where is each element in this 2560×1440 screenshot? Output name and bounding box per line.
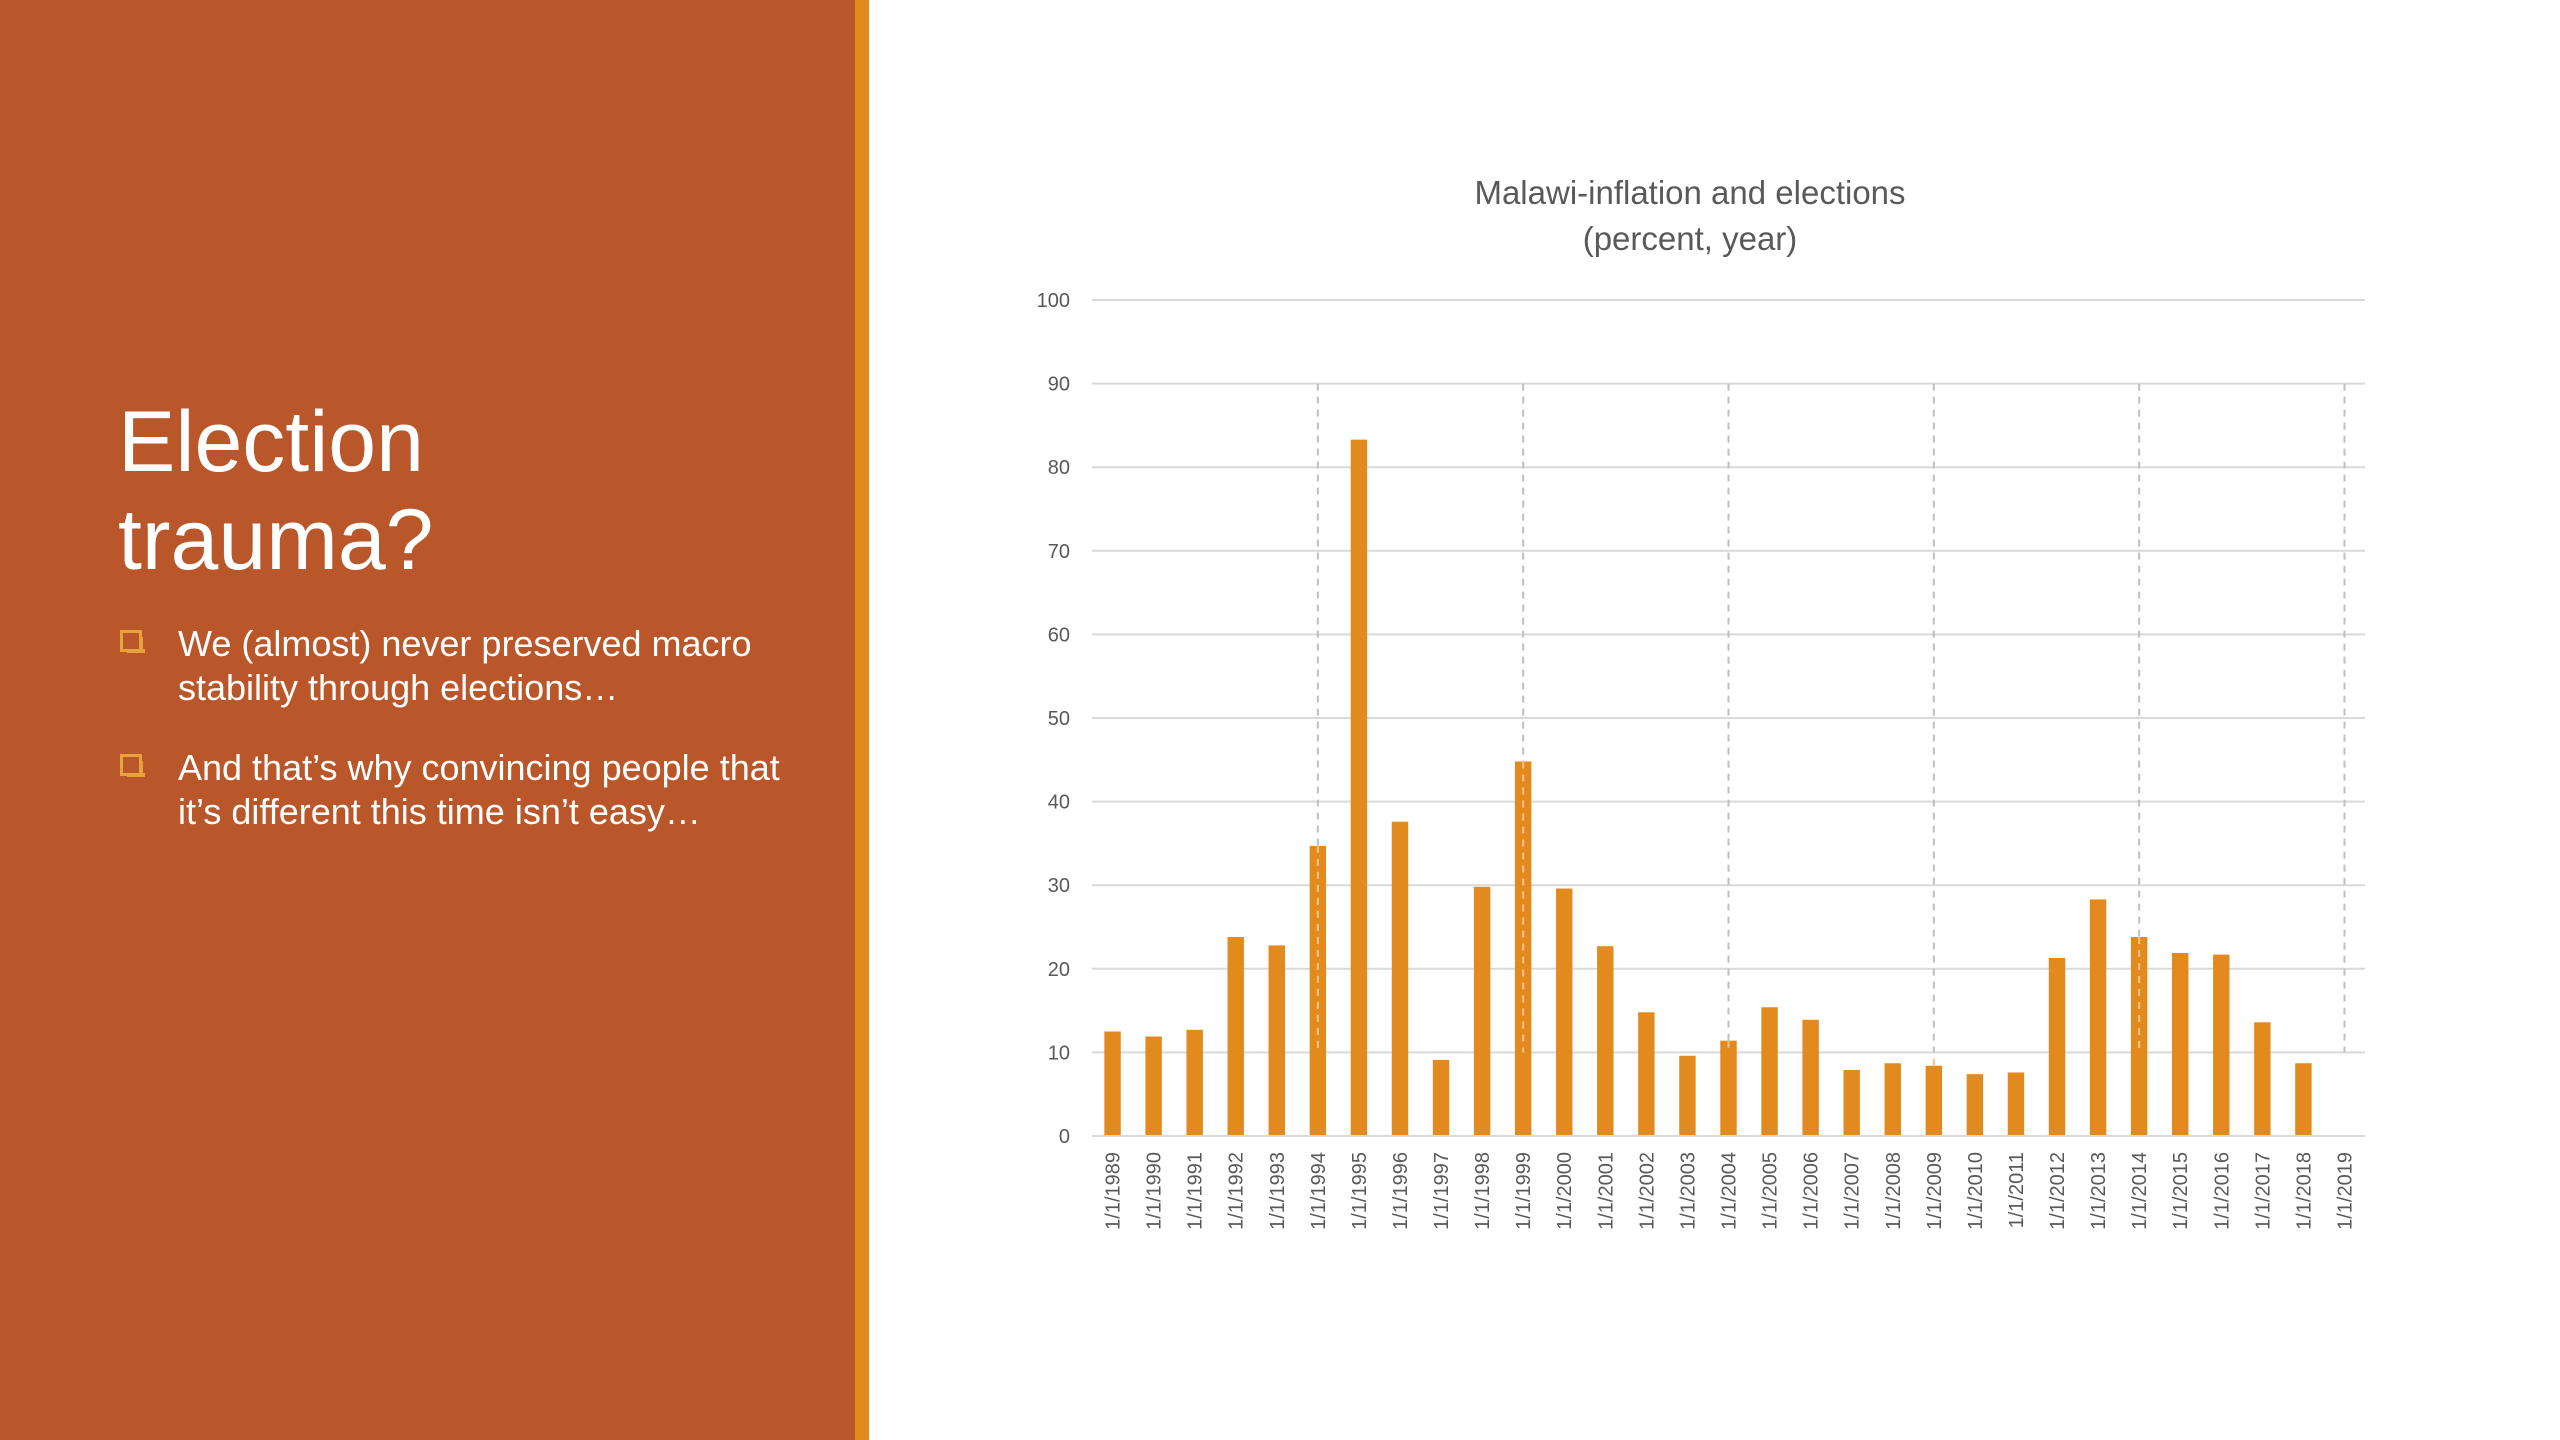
x-tick-label: 1/1/2003: [1677, 1152, 1699, 1230]
x-tick-label: 1/1/1990: [1144, 1152, 1166, 1230]
bar: [2295, 1063, 2312, 1136]
y-tick-label: 40: [1048, 792, 1070, 814]
bullet-text: And that’s why convincing people that it…: [178, 747, 780, 832]
x-tick-label: 1/1/2016: [2211, 1152, 2233, 1230]
chart-title: Malawi-inflation and elections (percent,…: [980, 170, 2400, 262]
x-tick-label: 1/1/2013: [2088, 1152, 2110, 1230]
slide-title-line2: trauma?: [118, 492, 434, 588]
bar: [1884, 1063, 1901, 1136]
bar: [1186, 1029, 1203, 1136]
bar: [1679, 1055, 1696, 1136]
bar: [1473, 886, 1491, 1136]
bar: [2213, 954, 2230, 1136]
x-tick-label: 1/1/2015: [2170, 1152, 2192, 1230]
title-panel: Election trauma? We (almost) never prese…: [0, 0, 855, 1440]
chart-title-line1: Malawi-inflation and elections: [1474, 174, 1906, 211]
x-tick-label: 1/1/2009: [1924, 1152, 1946, 1230]
bar: [1268, 945, 1286, 1136]
square-bullet-icon: [120, 754, 145, 777]
x-tick-label: 1/1/1999: [1513, 1152, 1535, 1230]
y-tick-label: 90: [1048, 374, 1070, 396]
x-tick-label: 1/1/2007: [1842, 1152, 1864, 1230]
accent-stripe: [855, 0, 869, 1440]
bar: [2007, 1072, 2025, 1136]
x-tick-label: 1/1/1989: [1103, 1152, 1125, 1230]
x-tick-label: 1/1/2014: [2129, 1152, 2151, 1230]
y-tick-label: 30: [1048, 875, 1070, 897]
bar: [1638, 1012, 1655, 1136]
bar: [1556, 888, 1573, 1136]
x-tick-label: 1/1/1991: [1185, 1152, 1207, 1230]
bar: [1843, 1069, 1860, 1136]
x-tick-label: 1/1/2005: [1760, 1152, 1782, 1230]
y-tick-label: 80: [1048, 457, 1070, 479]
x-tick-label: 1/1/2002: [1636, 1152, 1658, 1230]
slide-title: Election trauma?: [118, 393, 818, 589]
y-tick-label: 10: [1048, 1042, 1070, 1064]
bar: [2089, 899, 2107, 1136]
bar: [1720, 1040, 1737, 1136]
y-tick-label: 60: [1048, 624, 1070, 646]
y-tick-label: 0: [1059, 1126, 1070, 1148]
x-tick-label: 1/1/2006: [1801, 1152, 1823, 1230]
bullet-list: We (almost) never preserved macro stabil…: [118, 622, 798, 870]
bar: [1145, 1036, 1162, 1136]
bar: [1104, 1031, 1121, 1136]
x-tick-label: 1/1/2001: [1595, 1152, 1617, 1230]
x-tick-label: 1/1/2000: [1554, 1152, 1576, 1230]
bar: [1966, 1074, 1984, 1136]
x-tick-label: 1/1/2008: [1883, 1152, 1905, 1230]
x-tick-label: 1/1/1993: [1267, 1152, 1289, 1230]
x-tick-label: 1/1/1998: [1472, 1152, 1494, 1230]
x-tick-label: 1/1/1996: [1390, 1152, 1412, 1230]
x-tick-label: 1/1/1997: [1431, 1152, 1453, 1230]
bar: [2254, 1022, 2271, 1136]
bar: [1761, 1007, 1778, 1136]
x-tick-label: 1/1/2018: [2293, 1152, 2315, 1230]
bar: [2130, 937, 2148, 1136]
bar: [1925, 1065, 1943, 1136]
x-tick-label: 1/1/1995: [1349, 1152, 1371, 1230]
bullet-text: We (almost) never preserved macro stabil…: [178, 623, 752, 708]
square-bullet-icon: [120, 630, 145, 653]
chart-title-line2: (percent, year): [1582, 220, 1798, 257]
y-tick-label: 20: [1048, 959, 1070, 981]
y-tick-label: 100: [1037, 290, 1070, 312]
x-tick-label: 1/1/1992: [1226, 1152, 1248, 1230]
bar: [1350, 439, 1368, 1136]
bullet-item: And that’s why convincing people that it…: [118, 746, 798, 834]
bar: [2171, 952, 2189, 1136]
bar: [1391, 821, 1409, 1136]
bar: [1432, 1059, 1450, 1136]
bar: [1802, 1019, 1819, 1136]
x-tick-label: 1/1/2011: [2006, 1152, 2028, 1228]
slide-title-line1: Election: [118, 394, 424, 490]
bullet-item: We (almost) never preserved macro stabil…: [118, 622, 798, 710]
x-tick-label: 1/1/1994: [1308, 1152, 1330, 1230]
chart-svg: 0 10 20 30 40 50 60 70 80 90 100 1/1/1989 1/1/1990 1/…: [1037, 290, 2365, 1230]
bar: [1227, 937, 1244, 1136]
x-tick-label: 1/1/2004: [1719, 1152, 1741, 1230]
x-tick-label: 1/1/2017: [2252, 1152, 2274, 1230]
x-tick-label: 1/1/2012: [2047, 1152, 2069, 1230]
bar: [1597, 946, 1614, 1136]
y-tick-label: 70: [1048, 541, 1070, 563]
y-tick-label: 50: [1048, 708, 1070, 730]
x-tick-label: 1/1/2010: [1965, 1152, 1987, 1230]
bar: [2048, 957, 2066, 1136]
chart: Malawi-inflation and elections (percent,…: [980, 150, 2400, 1270]
x-tick-label: 1/1/2019: [2334, 1152, 2356, 1230]
